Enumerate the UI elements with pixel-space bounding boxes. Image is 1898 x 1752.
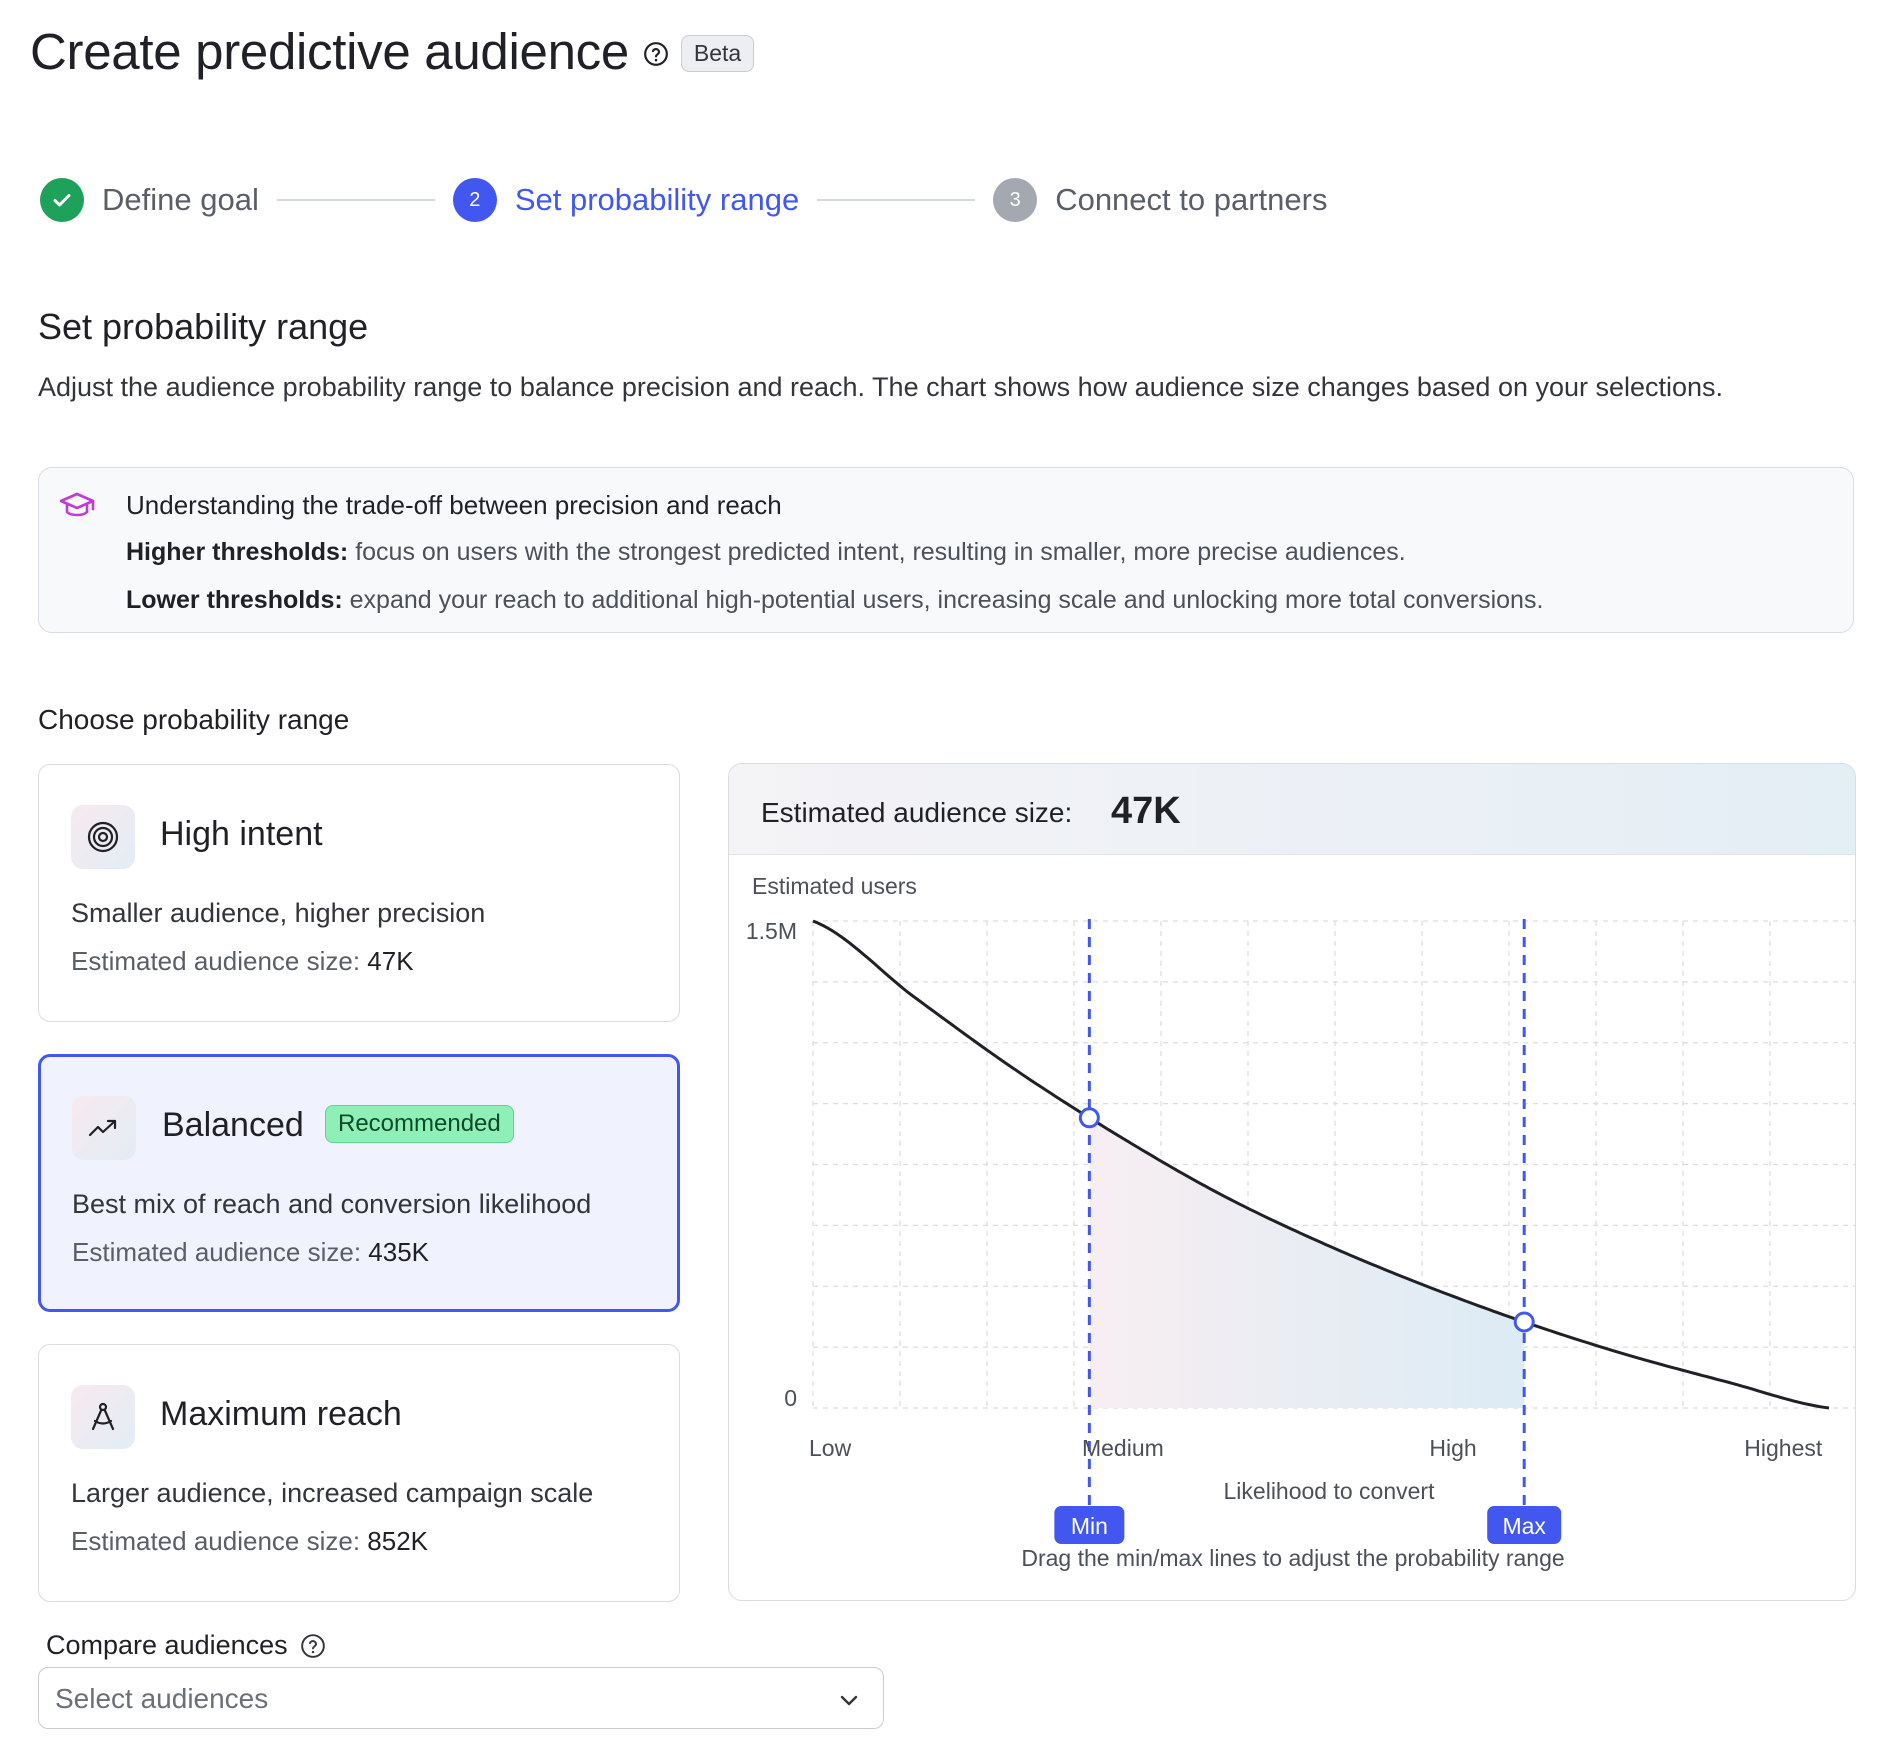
select-placeholder: Select audiences [55,1683,269,1714]
step-label: Connect to partners [1055,182,1328,217]
info-lower-label: Lower thresholds: [126,586,343,614]
info-higher-line: Higher thresholds: focus on users with t… [126,538,1406,567]
option-size: Estimated audience size: 852K [71,1526,428,1557]
audience-chart[interactable]: Estimated users 1.5M 0 Low Medium High High… [729,764,1856,1601]
title-row: Create predictive audience Beta [30,22,755,81]
section-description: Adjust the audience probability range to… [38,372,1724,402]
x-axis-label: Likelihood to convert [1224,1478,1436,1504]
option-description: Best mix of reach and conversion likelih… [72,1189,592,1219]
max-handle[interactable] [1513,1311,1535,1333]
x-tick-label: Medium [1082,1435,1164,1461]
step-connector [817,199,976,201]
y-tick-label: 0 [784,1385,797,1411]
option-title: High intent [160,815,323,853]
help-icon[interactable] [300,1633,326,1659]
stepper: Define goal 2 Set probability range 3 Co… [40,178,1327,222]
compare-audiences-label: Compare audiences [46,1630,326,1661]
option-size: Estimated audience size: 47K [71,946,414,977]
compare-label-text: Compare audiences [46,1630,288,1660]
step-connector [276,199,435,201]
choose-range-label: Choose probability range [38,704,350,735]
max-badge-bg [1487,1506,1562,1544]
target-icon [71,805,135,869]
step-label: Set probability range [514,182,800,217]
section-title: Set probability range [38,306,369,347]
recommended-badge: Recommended [325,1105,514,1143]
info-lower-text: expand your reach to additional high-pot… [349,586,1544,614]
help-icon[interactable] [643,41,669,67]
option-size: Estimated audience size: 435K [72,1237,429,1268]
option-high-intent[interactable]: High intent Smaller audience, higher pre… [38,764,680,1022]
y-axis-label: Estimated users [752,873,917,899]
info-lower-line: Lower thresholds: expand your reach to a… [126,586,1543,615]
min-badge-bg [1054,1506,1125,1544]
step-number: 3 [993,178,1038,222]
chart-header: Estimated audience size: 47K [729,764,1855,855]
step-connect-to-partners[interactable]: 3 Connect to partners [993,178,1327,222]
info-higher-text: focus on users with the strongest predic… [355,538,1406,566]
compass-icon [71,1385,135,1449]
option-size-label: Estimated audience size: [71,1526,361,1556]
selected-range-fill [1089,1117,1525,1408]
option-maximum-reach[interactable]: Maximum reach Larger audience, increased… [38,1344,680,1602]
info-title: Understanding the trade-off between prec… [126,490,782,520]
option-size-label: Estimated audience size: [72,1237,362,1267]
max-label-badge[interactable]: Max [1487,1506,1562,1544]
max-label: Max [1502,1513,1546,1539]
min-label-badge[interactable]: Min [1054,1506,1125,1544]
option-description: Larger audience, increased campaign scal… [71,1478,594,1508]
step-define-goal[interactable]: Define goal [40,178,259,222]
x-tick-label: Low [809,1435,852,1461]
beta-badge: Beta [680,35,755,72]
info-higher-label: Higher thresholds: [126,538,349,566]
x-tick-label: High [1429,1435,1476,1461]
info-callout: Understanding the trade-off between prec… [38,467,1854,633]
step-label: Define goal [102,182,259,217]
min-label: Min [1071,1513,1108,1539]
option-size-value: 435K [368,1237,430,1267]
x-tick-label: Highest [1744,1435,1823,1461]
trending-up-icon [72,1096,136,1160]
graduation-cap-icon [59,492,95,517]
estimated-size-label: Estimated audience size: [761,797,1073,828]
option-title: Maximum reach [160,1395,402,1433]
check-icon [40,178,84,222]
step-number: 2 [452,178,497,222]
option-title: Balanced [162,1106,304,1144]
option-balanced[interactable]: Balanced Recommended Best mix of reach a… [38,1054,680,1312]
option-size-label: Estimated audience size: [71,946,361,976]
compare-audiences-select[interactable]: Select audiences [38,1667,884,1729]
step-set-probability-range[interactable]: 2 Set probability range [452,178,800,222]
min-handle[interactable] [1078,1107,1100,1129]
page-title: Create predictive audience [30,23,629,80]
drag-hint: Drag the min/max lines to adjust the pro… [1021,1545,1564,1571]
option-size-value: 852K [367,1526,429,1556]
option-description: Smaller audience, higher precision [71,898,486,928]
y-tick-label: 1.5M [746,918,797,944]
option-size-value: 47K [367,946,414,976]
chevron-down-icon [840,1695,858,1706]
audience-curve [812,919,1830,1410]
estimated-size-value: 47K [1111,790,1181,832]
chart-panel: Estimated audience size: 47K Estimated u… [728,763,1856,1601]
